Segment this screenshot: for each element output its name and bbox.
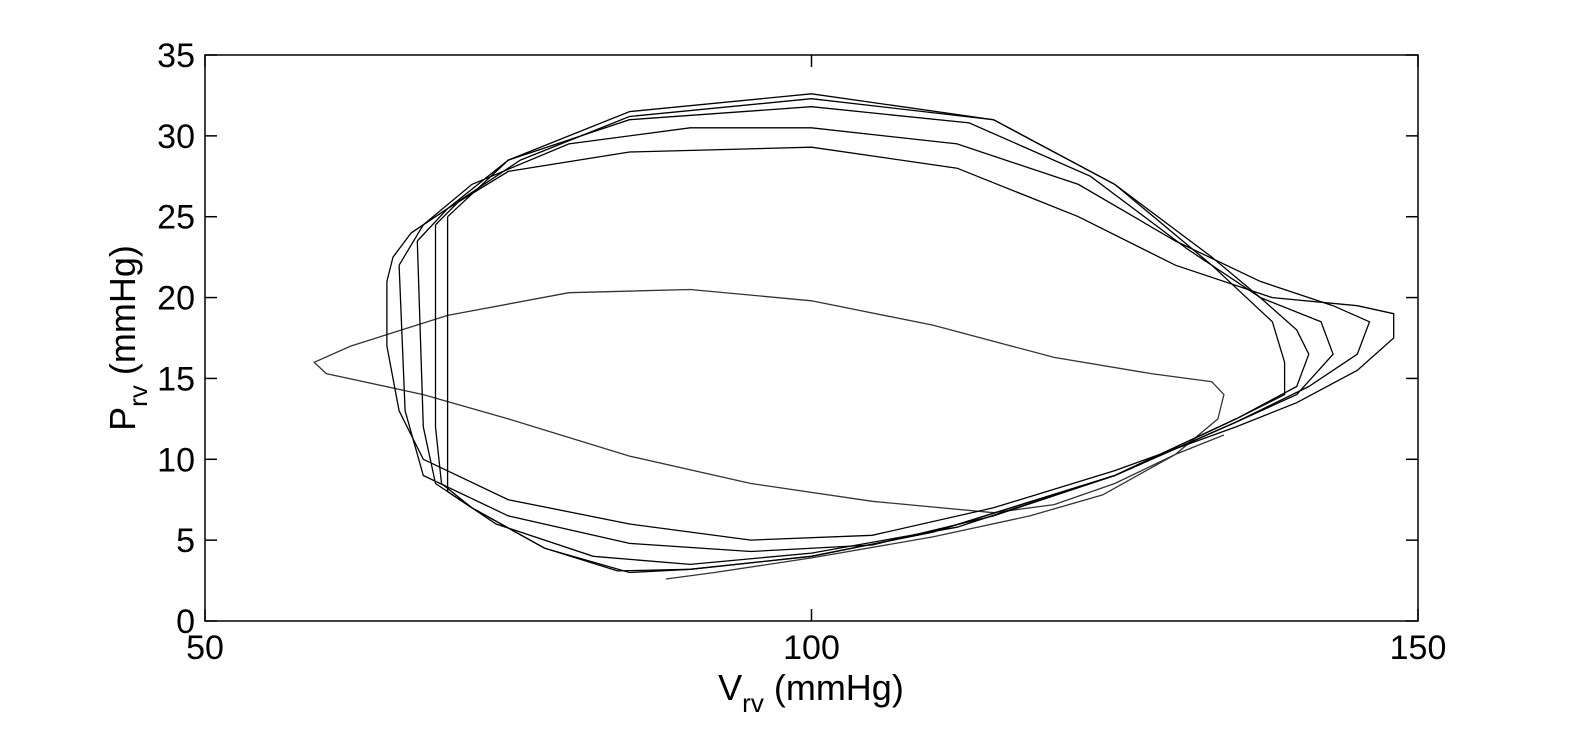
y-label-unit: (mmHg) [102,245,143,385]
y-tick-label: 25 [157,199,195,237]
y-axis-label: Prv (mmHg) [102,245,153,431]
y-tick-label: 35 [157,37,195,75]
x-label-unit: (mmHg) [764,667,904,708]
pv-loop [398,127,1371,553]
y-tick-label: 20 [157,280,195,318]
y-tick-label: 30 [157,118,195,156]
x-label-sub: rv [742,688,764,718]
pv-loop [386,146,1395,541]
pv-loop [434,98,1310,572]
pv-loop [416,106,1334,566]
pv-loop [446,93,1286,574]
x-label-main: V [718,667,742,708]
y-label-main: P [102,407,143,431]
x-axis-label: Vrv (mmHg) [718,667,904,718]
x-tick-label: 50 [186,629,224,667]
x-tick-label: 100 [783,629,840,667]
y-label-sub: rv [123,385,153,407]
y-tick-label: 10 [157,441,195,479]
y-tick-label: 0 [176,603,195,641]
x-tick-label: 150 [1390,629,1447,667]
y-tick-label: 5 [176,522,195,560]
y-tick-label: 15 [157,360,195,398]
pv-loop [313,288,1225,580]
